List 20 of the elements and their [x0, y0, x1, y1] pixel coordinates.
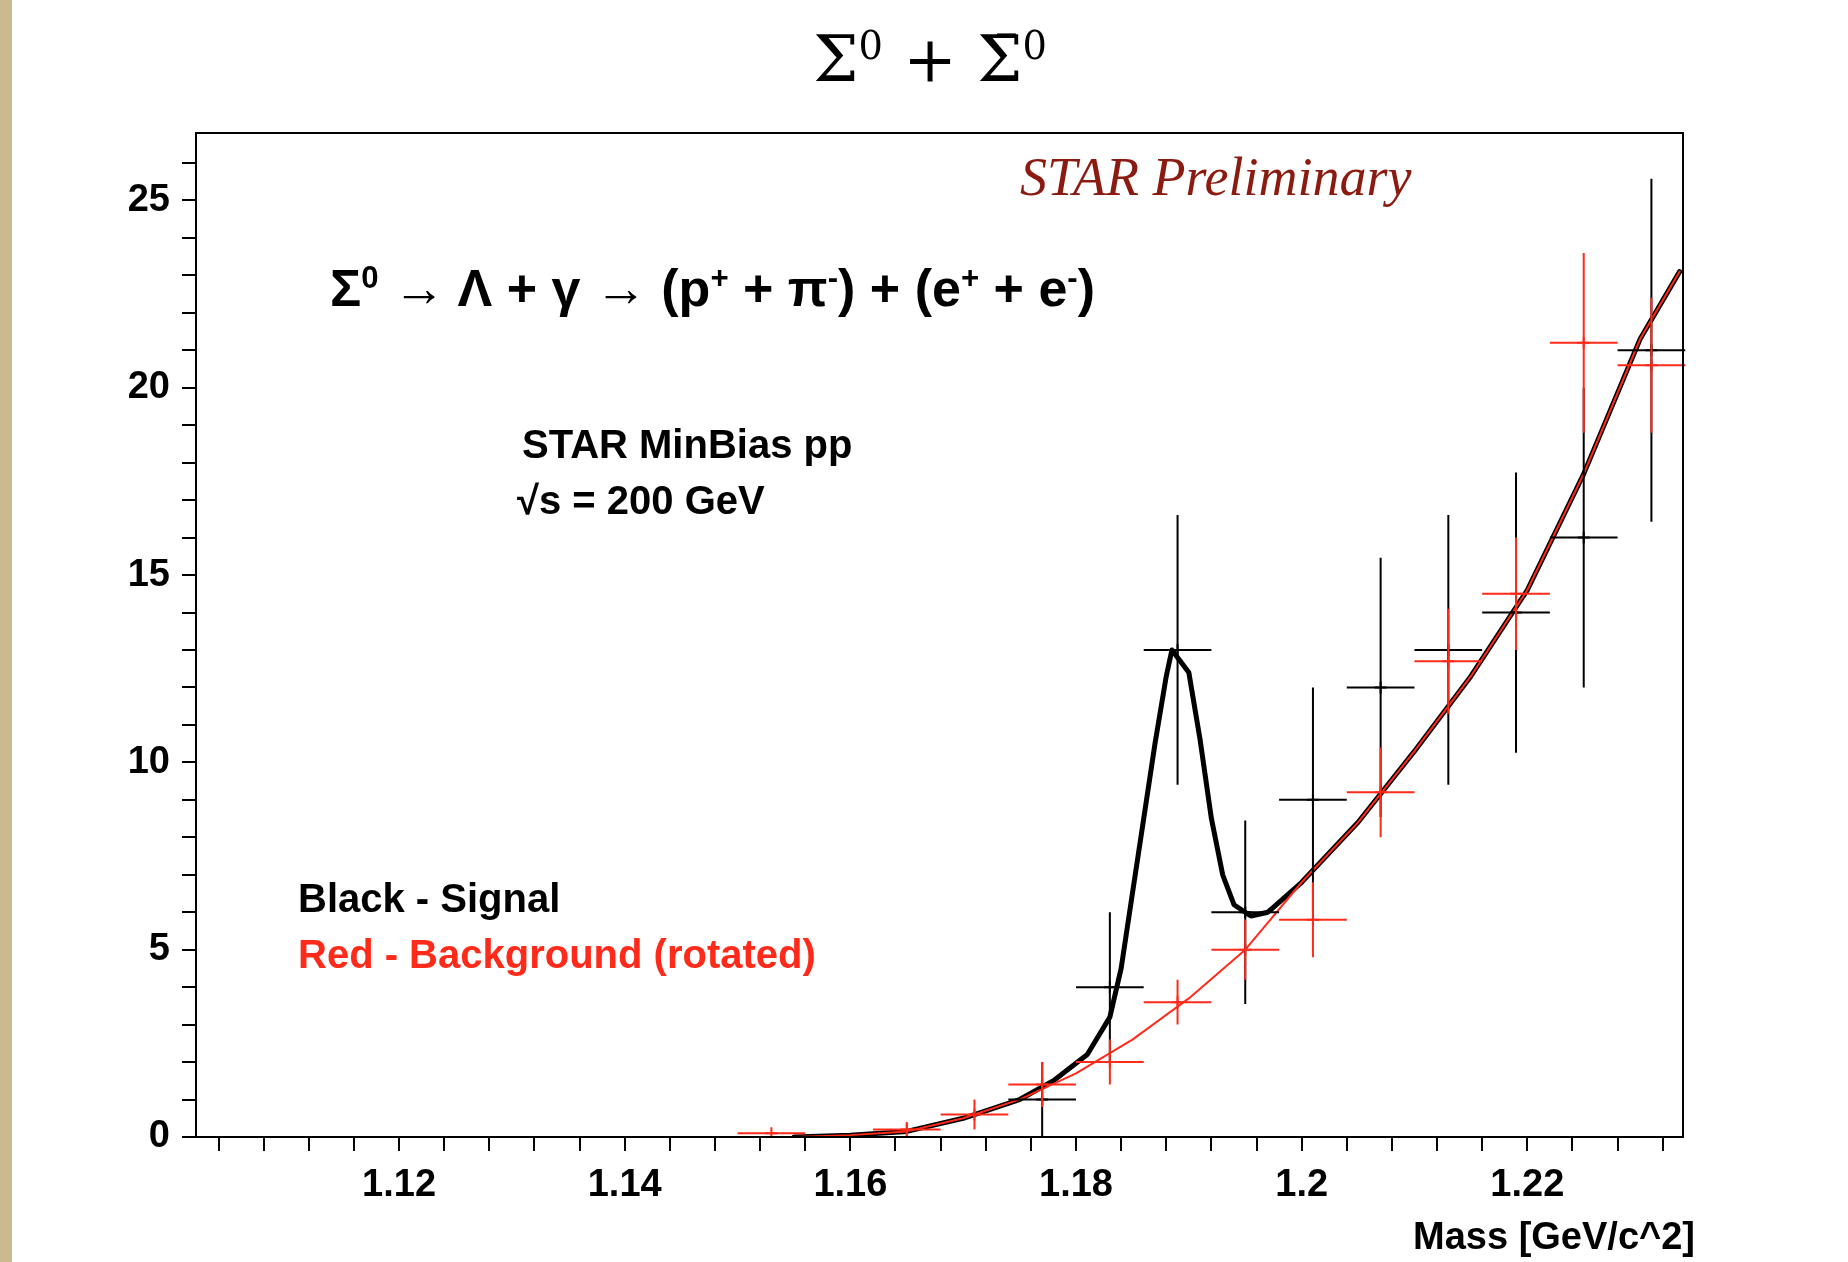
x-axis-title: Mass [GeV/c^2]: [1413, 1215, 1695, 1258]
y-tick-label: 0: [148, 1113, 170, 1156]
x-tick-label: 1.16: [813, 1162, 888, 1205]
text: Black - Signal: [298, 875, 562, 922]
y-tick-label: 5: [148, 926, 170, 969]
y-tick-label: 20: [127, 364, 170, 407]
y-tick-label: 25: [127, 176, 170, 219]
annotation: √s = 200 GeV: [517, 478, 765, 523]
x-tick-label: 1.12: [362, 1162, 437, 1205]
x-tick-label: 1.22: [1490, 1162, 1565, 1205]
chart-title: Σ$^{0}$ + Σ̄$^{0}$: [812, 22, 1048, 96]
y-tick-label: 15: [127, 551, 170, 594]
x-tick-label: 1.2: [1275, 1162, 1329, 1205]
text: Red - Background (rotated): [298, 931, 816, 978]
annotation: STAR MinBias pp: [522, 422, 853, 467]
text: Σ$^{0}$ → Λ + γ → (p$^{+}$ + π$^{-}$) + (e$^{+}$ + e$^{-}$): [330, 259, 1096, 317]
x-tick-label: 1.14: [587, 1162, 662, 1205]
x-tick-label: 1.18: [1039, 1162, 1113, 1205]
annotation: STAR Preliminary: [1020, 146, 1412, 208]
y-tick-label: 10: [127, 738, 170, 781]
